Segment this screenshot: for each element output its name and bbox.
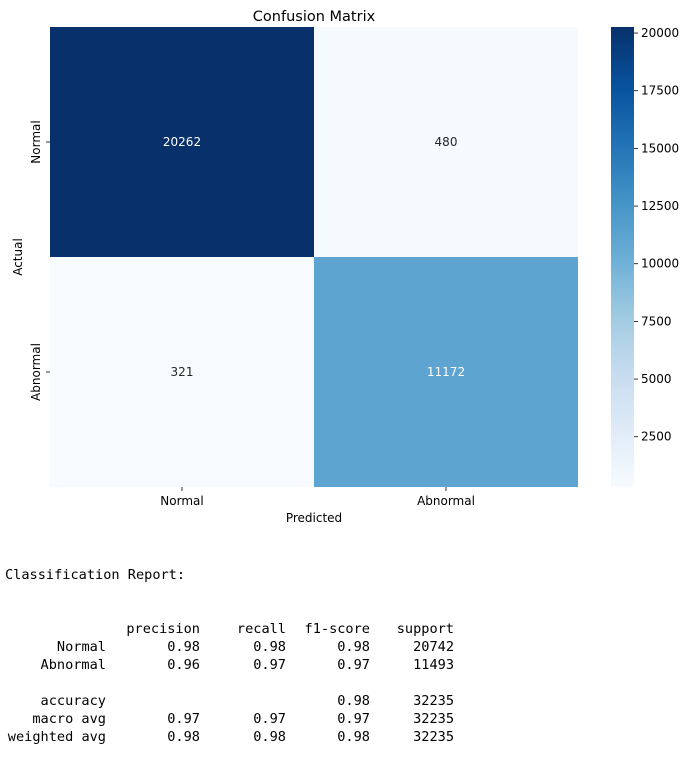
colorbar [611,27,634,487]
heatmap-cell [314,257,578,487]
classification-report: Classification Report: precision recall f1… [5,530,454,764]
colorbar-tick-label: 7500 [641,314,672,328]
report-cell: 0.96 [167,657,200,673]
cell-value-label: 480 [435,135,458,149]
report-cell: 0.97 [253,657,286,673]
report-cell: 32235 [413,711,454,727]
report-cell: 0.97 [337,711,370,727]
colorbar-tick-label: 5000 [641,372,672,386]
x-tick-label: Abnormal [417,494,475,508]
chart-title: Confusion Matrix [253,9,376,25]
x-tick-label: Normal [160,494,203,508]
cell-value-label: 11172 [427,365,465,379]
cell-value-label: 20262 [163,135,201,149]
colorbar-tick-label: 10000 [641,257,679,271]
report-cell: support [396,621,454,637]
report-cell: recall [236,621,286,637]
report-cell: 0.98 [253,729,286,745]
report-cell: 0.98 [253,639,286,655]
report-cell: 11493 [413,657,454,673]
colorbar-tick-label: 2500 [641,430,672,444]
report-title: Classification Report: [5,567,186,583]
report-row: weighted avg 0.98 0.98 0.98 32235 [5,728,454,746]
report-cell: 0.98 [337,729,370,745]
x-axis-label: Predicted [286,511,342,525]
heatmap-cell [50,27,314,257]
report-cell: 0.97 [337,657,370,673]
report-cell: 32235 [413,693,454,709]
report-cell: macro avg [32,711,106,727]
colorbar-tick-label: 20000 [641,26,679,40]
report-cell: 0.98 [337,639,370,655]
report-cell: 0.97 [167,711,200,727]
y-axis-label: Actual [11,238,25,276]
y-tick-label: Normal [29,120,43,163]
colorbar-tick-label: 12500 [641,199,679,213]
report-cell: accuracy [40,693,106,709]
heatmap-cell [314,27,578,257]
report-cell: 0.98 [167,639,200,655]
report-cell: 0.97 [253,711,286,727]
report-cell: Normal [56,639,106,655]
heatmap-cell [50,257,314,487]
report-row: Normal 0.98 0.98 0.98 20742 [5,638,454,656]
report-row: accuracy 0.98 32235 [5,692,454,710]
report-cell: 0.98 [337,693,370,709]
cell-value-label: 321 [171,365,194,379]
report-row [5,674,454,692]
report-cell: Abnormal [40,657,106,673]
report-row: macro avg 0.97 0.97 0.97 32235 [5,710,454,728]
report-header-row: precision recall f1-score support [5,620,454,638]
report-row: Abnormal 0.96 0.97 0.97 11493 [5,656,454,674]
colorbar-tick-label: 15000 [641,141,679,155]
report-cell: 0.98 [167,729,200,745]
report-cell: f1-score [304,621,370,637]
confusion-matrix-chart: Confusion Matrix 20262 480 321 11172 Normal… [11,9,679,525]
report-cell: 20742 [413,639,454,655]
report-cell: 32235 [413,729,454,745]
report-cell: precision [126,621,200,637]
y-tick-label: Abnormal [29,343,43,401]
colorbar-tick-label: 17500 [641,84,679,98]
report-cell: weighted avg [7,729,106,745]
